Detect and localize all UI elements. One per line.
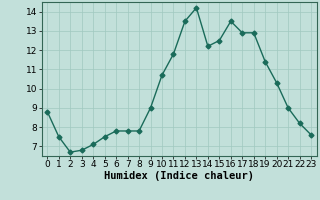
X-axis label: Humidex (Indice chaleur): Humidex (Indice chaleur) bbox=[104, 171, 254, 181]
